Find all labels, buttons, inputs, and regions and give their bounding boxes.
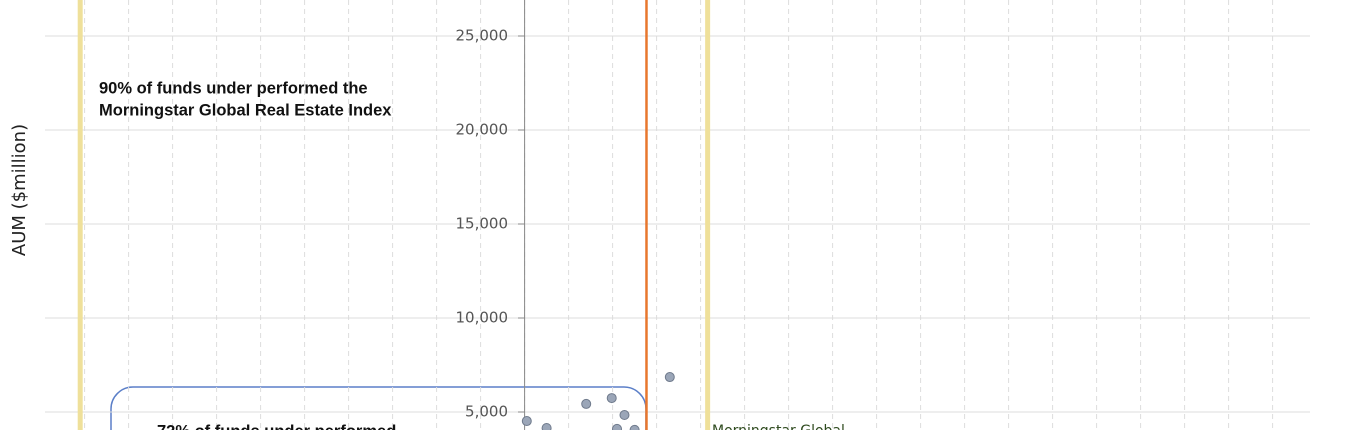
data-point <box>629 424 640 430</box>
data-point <box>619 410 630 421</box>
data-point <box>581 398 592 409</box>
annotation: Morningstar Global <box>712 423 845 430</box>
y-axis-label: AUM ($million) <box>9 124 30 256</box>
data-point <box>664 372 675 383</box>
data-point <box>606 393 617 404</box>
y-tick-label: 10,000 <box>456 309 509 327</box>
annotation: 90% of funds under performed the <box>99 79 368 97</box>
y-tick-label: 5,000 <box>465 403 508 421</box>
y-tick-label: 20,000 <box>456 121 509 139</box>
annotation: Morningstar Global Real Estate Index <box>99 101 392 119</box>
annotation: 72% of funds under performed <box>157 422 396 430</box>
y-tick-label: 25,000 <box>456 27 509 45</box>
data-point <box>541 422 552 430</box>
data-point <box>612 423 622 430</box>
data-point <box>521 416 532 427</box>
y-tick-label: 15,000 <box>456 215 509 233</box>
